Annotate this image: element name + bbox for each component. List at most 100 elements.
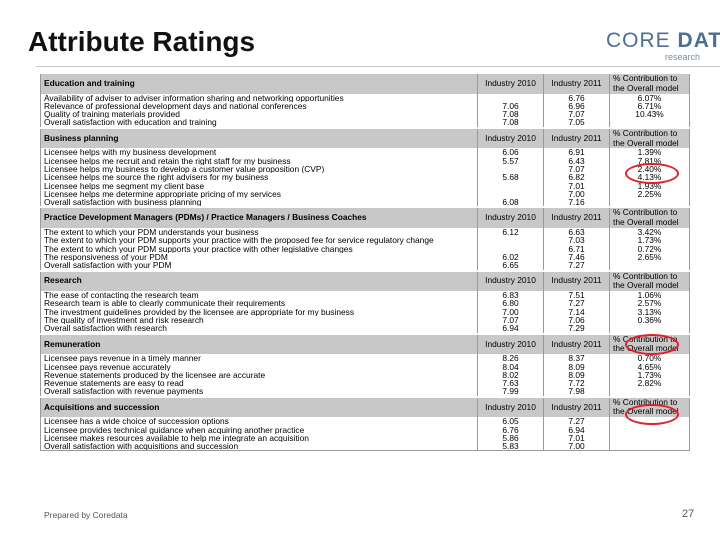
contribution-percent bbox=[609, 261, 690, 272]
attribute-label: Licensee helps me segment my client base bbox=[40, 181, 478, 190]
rating-2011: 7.16 bbox=[543, 198, 610, 208]
section-title: Acquisitions and succession bbox=[40, 395, 478, 418]
rating-2011: 7.07 bbox=[543, 110, 610, 119]
rating-2010: 5.83 bbox=[477, 442, 544, 452]
table-row: Licensee helps me determine appropriate … bbox=[40, 189, 690, 199]
section-title: Education and training bbox=[40, 72, 478, 94]
contribution-percent bbox=[609, 433, 690, 443]
contribution-percent: 0.72% bbox=[609, 244, 690, 253]
table-row: Overall satisfaction with education and … bbox=[40, 118, 690, 129]
column-header-2010: Industry 2010 bbox=[477, 332, 544, 355]
table-row: Relevance of professional development da… bbox=[40, 101, 690, 111]
rating-2010: 7.99 bbox=[477, 387, 544, 398]
rating-2010: 6.80 bbox=[477, 299, 544, 308]
rating-2010: 7.06 bbox=[477, 101, 544, 111]
title-divider bbox=[36, 66, 720, 67]
table-row: Licensee helps my business to develop a … bbox=[40, 164, 690, 174]
column-header-2011: Industry 2011 bbox=[543, 126, 610, 149]
contribution-percent: 10.43% bbox=[609, 110, 690, 119]
rating-2010 bbox=[477, 164, 544, 174]
contribution-percent: 1.73% bbox=[609, 236, 690, 245]
rating-2011: 8.09 bbox=[543, 370, 610, 380]
table-row: Overall satisfaction with research 6.94 7.… bbox=[40, 324, 690, 335]
contribution-percent: 6.07% bbox=[609, 93, 690, 102]
column-header-contribution: % Contribution to the Overall model bbox=[609, 72, 690, 94]
table-row: Research team is able to clearly communi… bbox=[40, 299, 690, 308]
contribution-percent: 7.81% bbox=[609, 156, 690, 165]
column-header-contribution: % Contribution to the Overall model bbox=[609, 206, 690, 229]
rating-2010: 8.04 bbox=[477, 362, 544, 371]
table-row: Quality of training materials provided 7.… bbox=[40, 110, 690, 119]
contribution-percent: 3.42% bbox=[609, 228, 690, 237]
contribution-percent bbox=[609, 198, 690, 208]
rating-2010: 6.02 bbox=[477, 252, 544, 262]
footer-text: Prepared by Coredata bbox=[44, 510, 128, 520]
attribute-label: Licensee pays revenue in a timely manner bbox=[40, 354, 478, 363]
rating-2011: 7.29 bbox=[543, 324, 610, 335]
attribute-label: Licensee helps me determine appropriate … bbox=[40, 189, 478, 199]
table-row: Licensee has a wide choice of succession… bbox=[40, 417, 690, 426]
contribution-percent bbox=[609, 324, 690, 335]
section-title: Remuneration bbox=[40, 332, 478, 355]
table-row: Licensee provides technical guidance whe… bbox=[40, 425, 690, 434]
table-row: Revenue statements are easy to read 7.63 7… bbox=[40, 379, 690, 388]
contribution-percent: 3.13% bbox=[609, 307, 690, 317]
logo-word-core: CORE bbox=[606, 29, 671, 52]
table-row: The extent to which your PDM supports yo… bbox=[40, 244, 690, 253]
table-row: Availability of adviser to adviser infor… bbox=[40, 93, 690, 102]
contribution-percent bbox=[609, 442, 690, 452]
rating-2011: 8.09 bbox=[543, 362, 610, 371]
table-row: Overall satisfaction with your PDM 6.65 7.… bbox=[40, 261, 690, 272]
attribute-label: Revenue statements are easy to read bbox=[40, 379, 478, 388]
contribution-percent: 1.73% bbox=[609, 370, 690, 380]
rating-2011: 6.71 bbox=[543, 244, 610, 253]
section-header-row: Business planning Industry 2010 Industry 2… bbox=[40, 126, 690, 149]
table-row: The responsiveness of your PDM 6.02 7.46 2.… bbox=[40, 252, 690, 262]
rating-2011: 6.43 bbox=[543, 156, 610, 165]
logo-subtitle: research bbox=[664, 52, 700, 62]
rating-2011: 8.37 bbox=[543, 354, 610, 363]
section-title: Business planning bbox=[40, 126, 478, 149]
table-row: Licensee helps me recruit and retain the… bbox=[40, 156, 690, 165]
contribution-percent: 2.65% bbox=[609, 252, 690, 262]
ratings-table-wrapper: Education and training Industry 2010 Indus… bbox=[40, 72, 690, 452]
column-header-2011: Industry 2011 bbox=[543, 269, 610, 292]
rating-2011: 7.05 bbox=[543, 118, 610, 129]
rating-2010: 6.08 bbox=[477, 198, 544, 208]
rating-2011: 7.03 bbox=[543, 236, 610, 245]
rating-2011: 7.72 bbox=[543, 379, 610, 388]
table-row: The extent to which your PDM understands… bbox=[40, 228, 690, 237]
rating-2010: 6.12 bbox=[477, 228, 544, 237]
contribution-percent: 4.65% bbox=[609, 362, 690, 371]
attribute-label: Licensee makes resources available to he… bbox=[40, 433, 478, 443]
rating-2011: 6.63 bbox=[543, 228, 610, 237]
column-header-2011: Industry 2011 bbox=[543, 72, 610, 94]
attribute-label: Licensee helps my business to develop a … bbox=[40, 164, 478, 174]
rating-2010 bbox=[477, 189, 544, 199]
rating-2010 bbox=[477, 181, 544, 190]
rating-2010 bbox=[477, 236, 544, 245]
rating-2011: 7.27 bbox=[543, 261, 610, 272]
rating-2010: 5.86 bbox=[477, 433, 544, 443]
section-header-row: Research Industry 2010 Industry 2011% Cont… bbox=[40, 269, 690, 292]
page-title: Attribute Ratings bbox=[28, 26, 256, 57]
table-row: The quality of investment and risk resea… bbox=[40, 316, 690, 325]
contribution-percent bbox=[609, 118, 690, 129]
rating-2010: 5.68 bbox=[477, 173, 544, 182]
attribute-label: Overall satisfaction with your PDM bbox=[40, 261, 478, 272]
contribution-percent bbox=[609, 425, 690, 434]
contribution-percent: 1.06% bbox=[609, 291, 690, 300]
rating-2010 bbox=[477, 244, 544, 253]
table-row: Overall satisfaction with acquisitions a… bbox=[40, 442, 690, 452]
rating-2011: 6.96 bbox=[543, 101, 610, 111]
column-header-2010: Industry 2010 bbox=[477, 126, 544, 149]
attribute-label: Availability of adviser to adviser infor… bbox=[40, 93, 478, 102]
table-row: Licensee helps me segment my client base… bbox=[40, 181, 690, 190]
rating-2011: 7.01 bbox=[543, 181, 610, 190]
column-header-2010: Industry 2010 bbox=[477, 269, 544, 292]
table-row: The investment guidelines provided by th… bbox=[40, 307, 690, 317]
contribution-percent: 2.57% bbox=[609, 299, 690, 308]
attribute-label: The responsiveness of your PDM bbox=[40, 252, 478, 262]
attribute-label: The extent to which your PDM understands… bbox=[40, 228, 478, 237]
table-row: Revenue statements produced by the licen… bbox=[40, 370, 690, 380]
